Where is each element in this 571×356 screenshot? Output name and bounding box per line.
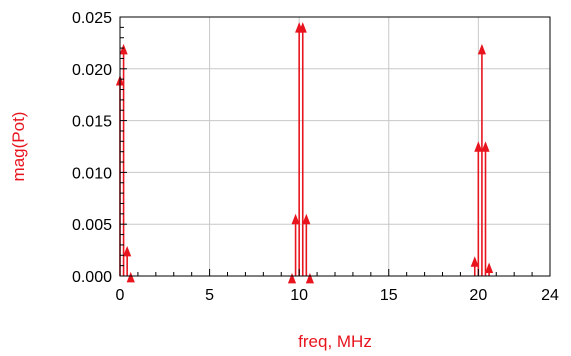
y-tick-label: 0.005: [72, 217, 112, 234]
stem-mark: [302, 213, 311, 276]
x-tick-label: 20: [469, 287, 487, 304]
stem-mark: [481, 141, 490, 276]
x-tick-label: 15: [380, 287, 398, 304]
x-axis-label: freq, MHz: [298, 332, 372, 351]
stem-mark: [287, 272, 297, 284]
x-tick-label: 0: [116, 287, 125, 304]
axis-ticks: [119, 16, 551, 277]
y-axis-tick-labels: 0.000 0.005 0.010 0.015 0.020 0.025: [72, 10, 112, 286]
stem-mark: [126, 271, 135, 283]
y-axis-label: mag(Pot): [9, 112, 28, 182]
stem-mark: [119, 43, 128, 276]
data-stems: [115, 22, 494, 284]
stem-mark: [477, 43, 487, 276]
x-tick-label: 5: [205, 287, 214, 304]
stem-mark: [123, 245, 132, 276]
y-tick-label: 0.020: [72, 62, 112, 79]
x-tick-label: 10: [290, 287, 308, 304]
stem-mark: [305, 272, 315, 284]
y-tick-label: 0.000: [72, 269, 112, 286]
stem-mark: [291, 213, 300, 276]
x-axis-tick-labels: 0 5 10 15 20 24: [116, 287, 559, 304]
y-tick-label: 0.025: [72, 10, 112, 27]
stem-mark: [474, 141, 483, 276]
x-tick-label: 24: [541, 287, 559, 304]
stem-mark: [470, 256, 479, 276]
stem-mark: [295, 22, 304, 276]
y-tick-label: 0.015: [72, 114, 112, 131]
stem-mark: [484, 262, 494, 276]
y-tick-label: 0.010: [72, 165, 112, 182]
stem-mark: [298, 22, 307, 276]
